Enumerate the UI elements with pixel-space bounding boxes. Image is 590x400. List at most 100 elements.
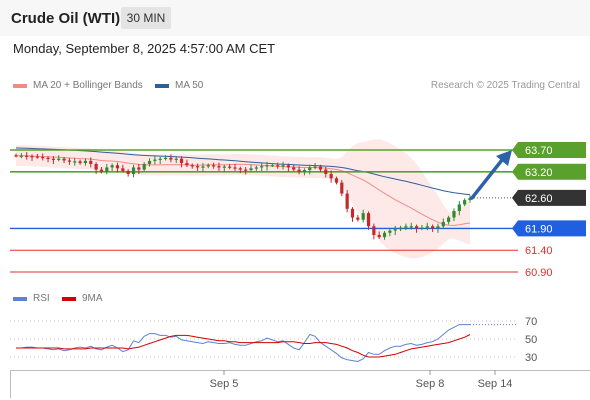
candle [404,226,408,228]
level-tag-62.60 [512,189,586,206]
candle [190,165,194,167]
candle [73,161,77,163]
level-label-62.60: 62.60 [525,193,553,205]
time-axis-frame [10,370,590,398]
level-label-61.90: 61.90 [525,223,553,235]
level-tag-61.90 [512,220,586,237]
legend-rsi: RSI [33,293,50,304]
candle [206,165,210,167]
forecast-arrow [470,158,504,200]
candle [292,167,296,170]
candle [388,230,392,233]
candle [131,167,136,174]
candle [238,168,242,170]
candle [19,155,23,157]
candle [185,163,189,166]
ma50-swatch [155,84,169,88]
candle [169,157,173,160]
legend-ma20: MA 20 + Bollinger Bands [33,80,143,91]
candle [468,197,472,201]
candle [147,160,152,164]
instrument-title: Crude Oil (WTI) [11,10,121,27]
candle [46,157,50,160]
candle [281,165,285,167]
candle [228,166,232,168]
candle [420,227,424,229]
legend-ma9: 9MA [82,293,103,304]
candle [276,165,280,167]
rsi-line [16,324,470,363]
rsi-ma9-line [16,334,471,358]
candle [105,167,109,172]
candle [158,158,162,160]
level-tag-63.70 [512,142,586,158]
candle [115,165,120,169]
candle [431,226,435,229]
candle [126,170,130,174]
candle [41,156,45,159]
candle [441,221,445,227]
candle [297,169,301,172]
candle [174,158,178,160]
candle [67,160,72,162]
x-tick-label: Sep 8 [416,378,445,390]
timestamp: Monday, September 8, 2025 4:57:00 AM CET [13,41,276,56]
candle [201,166,205,168]
candle [35,156,39,158]
candle [463,200,467,205]
candle [361,213,365,220]
candle [78,161,82,164]
candle [270,165,274,167]
candle [329,173,333,179]
x-tick-label: Sep 14 [478,378,513,390]
candle [265,165,269,167]
candle [94,163,98,170]
ma9-swatch [62,297,76,301]
candle [318,166,323,170]
level-tag-63.20 [512,163,586,180]
candle [89,160,93,164]
header-bar: Crude Oil (WTI) 30 MIN [0,0,590,36]
candle [393,229,397,231]
interval-button[interactable]: 30 MIN [121,7,171,29]
candle [334,178,339,183]
candle [254,167,258,169]
rsi-tick-50: 50 [525,334,537,346]
candle [137,167,141,170]
candle [286,165,290,168]
candle [163,157,168,160]
level-label-60.90: 60.90 [525,267,553,279]
ma20-line [16,155,471,226]
candle [196,166,200,168]
candle [414,226,419,229]
rsi-tick-30: 30 [525,352,537,364]
candle [447,217,451,222]
candle [217,166,221,168]
candle [350,208,355,218]
level-label-63.20: 63.20 [525,167,553,179]
candle [452,211,456,218]
candle [222,166,226,168]
candles [14,152,472,240]
candle [99,169,104,172]
candle [233,167,237,169]
ma50-line [15,147,471,196]
level-label-63.70: 63.70 [525,145,553,157]
candle [340,182,344,194]
research-credit: Research © 2025 Trading Central [430,80,580,91]
candle [110,165,114,168]
candle [57,158,61,160]
candle [30,156,34,158]
candle [398,227,403,230]
candle [51,158,55,160]
candle [25,155,29,157]
candle [308,167,312,171]
candle [313,166,317,168]
candle [14,155,18,157]
candle [377,234,381,238]
candle [153,159,157,161]
candle [260,166,264,168]
candle [372,226,376,235]
candle [142,163,146,170]
